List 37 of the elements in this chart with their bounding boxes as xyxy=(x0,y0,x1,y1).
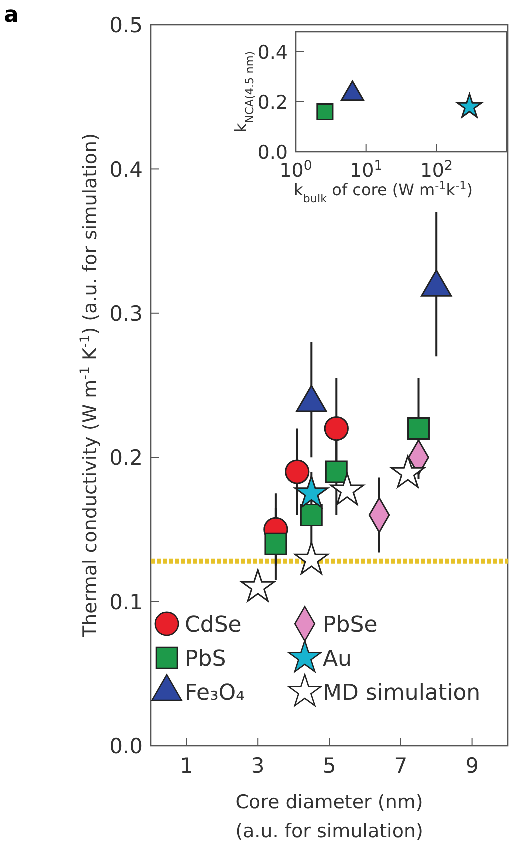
point xyxy=(264,532,288,556)
y-tick-label: 0.4 xyxy=(110,158,143,182)
y-tick-label: 0.5 xyxy=(110,14,143,38)
legend-label: PbSe xyxy=(323,613,378,638)
chart-title: a xyxy=(4,3,19,28)
legend-label: Fe₃O₄ xyxy=(185,681,246,706)
y-tick-label: 0.2 xyxy=(110,446,143,470)
x-axis-title: k$_{bulk}$ of core (W m$^{-1}$k$^{-1}$) xyxy=(294,179,473,206)
y-tick-label: 0.1 xyxy=(110,590,143,614)
point xyxy=(296,385,328,412)
x-axis-title: Core diameter (nm) (a.u. for simulation) xyxy=(236,791,424,842)
point xyxy=(285,460,310,484)
point xyxy=(330,472,364,506)
legend-label: MD simulation xyxy=(323,681,481,706)
point xyxy=(300,504,323,527)
point xyxy=(294,542,329,575)
point xyxy=(325,460,348,484)
x-tick-label: 10$^{1}$ xyxy=(350,158,383,182)
point xyxy=(408,418,430,440)
point xyxy=(390,456,426,488)
x-tick-label: 9 xyxy=(466,754,479,778)
y-tick-label: 0.4 xyxy=(258,42,288,64)
y-tick-label: 0.0 xyxy=(110,734,143,759)
x-tick-label: 10$^{2}$ xyxy=(420,158,453,182)
x-tick-label: 7 xyxy=(394,754,408,778)
y-tick-label: 0.2 xyxy=(258,92,288,114)
legend-label: Au xyxy=(323,647,352,672)
point xyxy=(421,270,452,297)
x-tick-label: 3 xyxy=(251,754,265,778)
legend-label: CdSe xyxy=(185,613,242,638)
legend-label: PbS xyxy=(185,647,226,672)
point xyxy=(324,416,349,442)
point xyxy=(294,476,329,508)
point xyxy=(241,569,276,602)
y-tick-label: 0.3 xyxy=(110,302,143,326)
x-tick-label: 5 xyxy=(322,754,336,778)
x-tick-label: 1 xyxy=(180,754,194,778)
